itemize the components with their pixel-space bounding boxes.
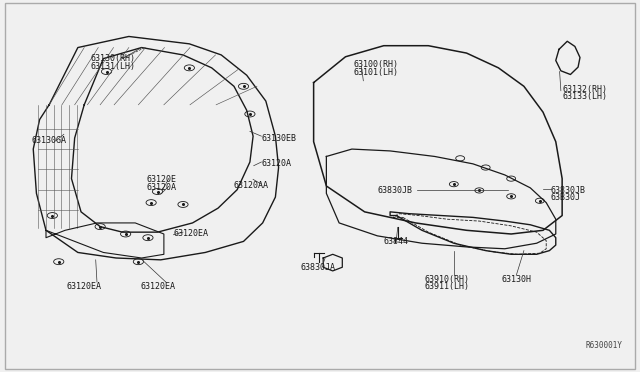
Text: 63120EA: 63120EA xyxy=(140,282,175,291)
Text: 63120E: 63120E xyxy=(147,175,177,184)
Text: 63910(RH): 63910(RH) xyxy=(425,275,470,283)
Text: 63120AA: 63120AA xyxy=(234,182,269,190)
Text: 63120EA: 63120EA xyxy=(67,282,102,291)
Text: 63830JA: 63830JA xyxy=(301,263,335,272)
Text: 63830JB: 63830JB xyxy=(550,186,586,195)
Text: 63120A: 63120A xyxy=(261,159,291,169)
Text: 63130(RH): 63130(RH) xyxy=(90,54,136,63)
Text: 63130EB: 63130EB xyxy=(261,134,296,143)
Text: 63132(RH): 63132(RH) xyxy=(562,85,607,94)
Text: 63131(LH): 63131(LH) xyxy=(90,61,136,71)
Text: 63100(RH): 63100(RH) xyxy=(353,60,398,70)
Text: 63120A: 63120A xyxy=(147,183,177,192)
Text: 63133(LH): 63133(LH) xyxy=(562,92,607,101)
Text: 63120EA: 63120EA xyxy=(173,230,209,238)
Text: 63101(LH): 63101(LH) xyxy=(353,68,398,77)
Text: 63130H: 63130H xyxy=(501,275,531,283)
Text: R630001Y: R630001Y xyxy=(586,341,623,350)
Text: 63830JB: 63830JB xyxy=(378,186,412,195)
Text: 63130GA: 63130GA xyxy=(32,137,67,145)
Text: 63911(LH): 63911(LH) xyxy=(425,282,470,291)
Text: 63844: 63844 xyxy=(384,237,409,246)
Text: 63B30J: 63B30J xyxy=(550,193,580,202)
